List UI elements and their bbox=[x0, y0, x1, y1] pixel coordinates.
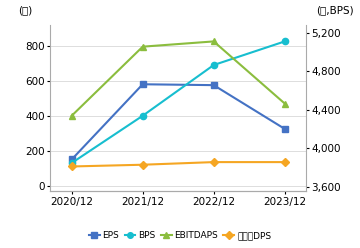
EBITDAPS bbox=[283, 102, 287, 105]
Line: EBITDAPS: EBITDAPS bbox=[68, 38, 288, 119]
EPS bbox=[140, 83, 145, 86]
보통주DPS bbox=[283, 161, 287, 164]
BPS bbox=[283, 40, 287, 43]
EBITDAPS bbox=[69, 114, 74, 117]
BPS bbox=[212, 63, 216, 66]
Line: EPS: EPS bbox=[68, 81, 288, 163]
Legend: EPS, BPS, EBITDAPS, 보통주DPS: EPS, BPS, EBITDAPS, 보통주DPS bbox=[85, 227, 275, 244]
EPS bbox=[69, 158, 74, 161]
EBITDAPS bbox=[140, 45, 145, 48]
Text: (원): (원) bbox=[18, 5, 32, 15]
보통주DPS bbox=[140, 163, 145, 166]
Line: BPS: BPS bbox=[68, 38, 288, 166]
보통주DPS bbox=[69, 165, 74, 168]
Text: (원,BPS): (원,BPS) bbox=[316, 5, 354, 15]
EPS bbox=[283, 127, 287, 130]
보통주DPS bbox=[212, 161, 216, 164]
BPS bbox=[140, 114, 145, 117]
Line: 보통주DPS: 보통주DPS bbox=[68, 159, 288, 170]
BPS bbox=[69, 161, 74, 164]
EBITDAPS bbox=[212, 40, 216, 43]
EPS bbox=[212, 84, 216, 87]
